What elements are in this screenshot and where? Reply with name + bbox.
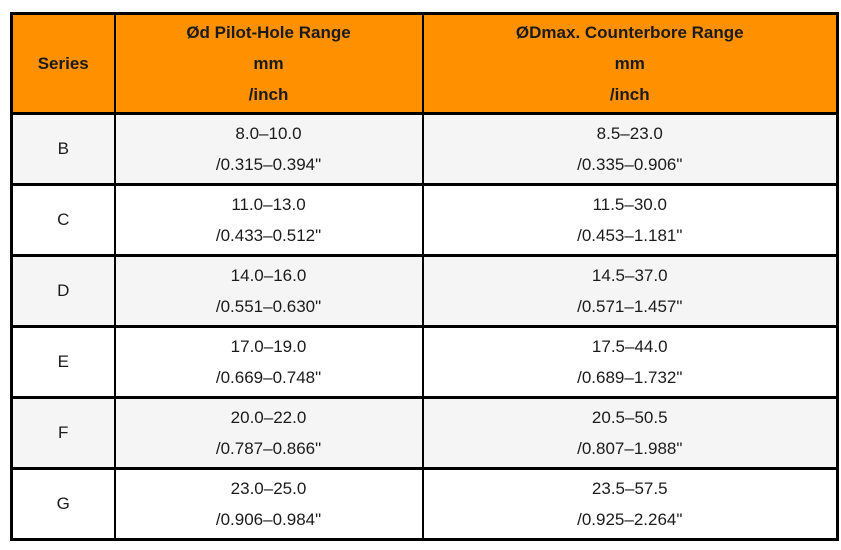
counterbore-cell: 11.5–30.0 /0.453–1.181"	[421, 183, 839, 257]
pilot-hole-cell: 14.0–16.0 /0.551–0.630"	[113, 254, 424, 328]
counterbore-cell: 17.5–44.0 /0.689–1.732"	[421, 325, 839, 399]
series-cell: B	[10, 112, 116, 186]
header-pilot-title: Ød Pilot-Hole Range	[186, 23, 351, 42]
table-row-series-d: D 14.0–16.0 /0.551–0.630" 14.5–37.0 /0.5…	[10, 254, 839, 328]
series-cell: E	[10, 325, 116, 399]
counterbore-inch-value: /0.925–2.264"	[577, 510, 683, 529]
header-row: Series Ød Pilot-Hole Range mm /inch ØDma…	[10, 12, 839, 115]
counterbore-spec-table: Series Ød Pilot-Hole Range mm /inch ØDma…	[10, 12, 839, 541]
table-row-series-e: E 17.0–19.0 /0.669–0.748" 17.5–44.0 /0.6…	[10, 325, 839, 399]
pilot-hole-cell: 23.0–25.0 /0.906–0.984"	[113, 467, 424, 541]
pilot-mm-value: 20.0–22.0	[230, 408, 307, 427]
pilot-mm-value: 17.0–19.0	[230, 337, 307, 356]
pilot-hole-cell: 20.0–22.0 /0.787–0.866"	[113, 396, 424, 470]
header-counterbore-range: ØDmax. Counterbore Range mm /inch	[421, 12, 839, 115]
pilot-inch-value: /0.906–0.984"	[215, 510, 322, 529]
pilot-mm-value: 8.0–10.0	[235, 124, 302, 143]
pilot-mm-value: 11.0–13.0	[231, 195, 306, 214]
series-cell: G	[10, 467, 116, 541]
pilot-inch-value: /0.551–0.630"	[215, 297, 322, 316]
table-row-series-b: B 8.0–10.0 /0.315–0.394" 8.5–23.0 /0.335…	[10, 112, 839, 186]
counterbore-inch-value: /0.807–1.988"	[577, 439, 683, 458]
header-pilot-unit-inch: /inch	[248, 85, 289, 104]
table-row-series-g: G 23.0–25.0 /0.906–0.984" 23.5–57.5 /0.9…	[10, 467, 839, 541]
counterbore-mm-value: 8.5–23.0	[596, 124, 663, 143]
header-counterbore-unit-inch: /inch	[609, 85, 650, 104]
pilot-inch-value: /0.433–0.512"	[215, 226, 322, 245]
series-cell: D	[10, 254, 116, 328]
counterbore-inch-value: /0.453–1.181"	[577, 226, 683, 245]
pilot-hole-cell: 11.0–13.0 /0.433–0.512"	[113, 183, 424, 257]
pilot-hole-cell: 8.0–10.0 /0.315–0.394"	[113, 112, 424, 186]
pilot-mm-value: 23.0–25.0	[230, 479, 307, 498]
counterbore-inch-value: /0.571–1.457"	[577, 297, 683, 316]
counterbore-cell: 8.5–23.0 /0.335–0.906"	[421, 112, 839, 186]
counterbore-cell: 20.5–50.5 /0.807–1.988"	[421, 396, 839, 470]
series-cell: C	[10, 183, 116, 257]
header-counterbore-unit-mm: mm	[614, 54, 645, 73]
counterbore-mm-value: 20.5–50.5	[591, 408, 668, 427]
counterbore-mm-value: 14.5–37.0	[591, 266, 668, 285]
counterbore-inch-value: /0.689–1.732"	[577, 368, 683, 387]
pilot-inch-value: /0.787–0.866"	[215, 439, 322, 458]
counterbore-inch-value: /0.335–0.906"	[577, 155, 683, 174]
pilot-inch-value: /0.669–0.748"	[215, 368, 322, 387]
pilot-mm-value: 14.0–16.0	[230, 266, 307, 285]
counterbore-mm-value: 23.5–57.5	[591, 479, 668, 498]
counterbore-mm-value: 17.5–44.0	[591, 337, 668, 356]
counterbore-cell: 23.5–57.5 /0.925–2.264"	[421, 467, 839, 541]
header-counterbore-title: ØDmax. Counterbore Range	[515, 23, 744, 42]
pilot-hole-cell: 17.0–19.0 /0.669–0.748"	[113, 325, 424, 399]
header-series: Series	[10, 12, 116, 115]
table-row-series-f: F 20.0–22.0 /0.787–0.866" 20.5–50.5 /0.8…	[10, 396, 839, 470]
series-cell: F	[10, 396, 116, 470]
pilot-inch-value: /0.315–0.394"	[215, 155, 322, 174]
header-pilot-hole-range: Ød Pilot-Hole Range mm /inch	[113, 12, 424, 115]
header-pilot-unit-mm: mm	[253, 54, 284, 73]
counterbore-cell: 14.5–37.0 /0.571–1.457"	[421, 254, 839, 328]
counterbore-mm-value: 11.5–30.0	[592, 195, 667, 214]
table-row-series-c: C 11.0–13.0 /0.433–0.512" 11.5–30.0 /0.4…	[10, 183, 839, 257]
